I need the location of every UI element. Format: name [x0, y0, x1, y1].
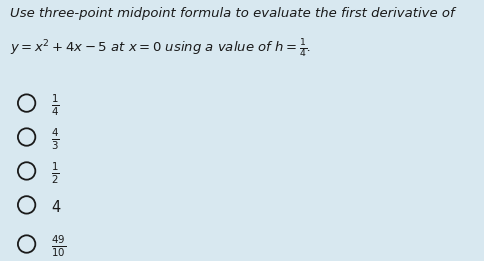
Text: $\frac{1}{2}$: $\frac{1}{2}$	[51, 161, 60, 186]
Text: $4$: $4$	[51, 199, 61, 216]
Text: $\frac{1}{4}$: $\frac{1}{4}$	[51, 93, 60, 118]
Text: $\frac{49}{10}$: $\frac{49}{10}$	[51, 234, 66, 259]
Text: $y = x^2 + 4x - 5$ at $x = 0$ using a value of $h = \frac{1}{4}$.: $y = x^2 + 4x - 5$ at $x = 0$ using a va…	[10, 38, 311, 60]
Text: $\frac{4}{3}$: $\frac{4}{3}$	[51, 127, 60, 152]
Text: Use three-point midpoint formula to evaluate the first derivative of: Use three-point midpoint formula to eval…	[10, 7, 454, 20]
